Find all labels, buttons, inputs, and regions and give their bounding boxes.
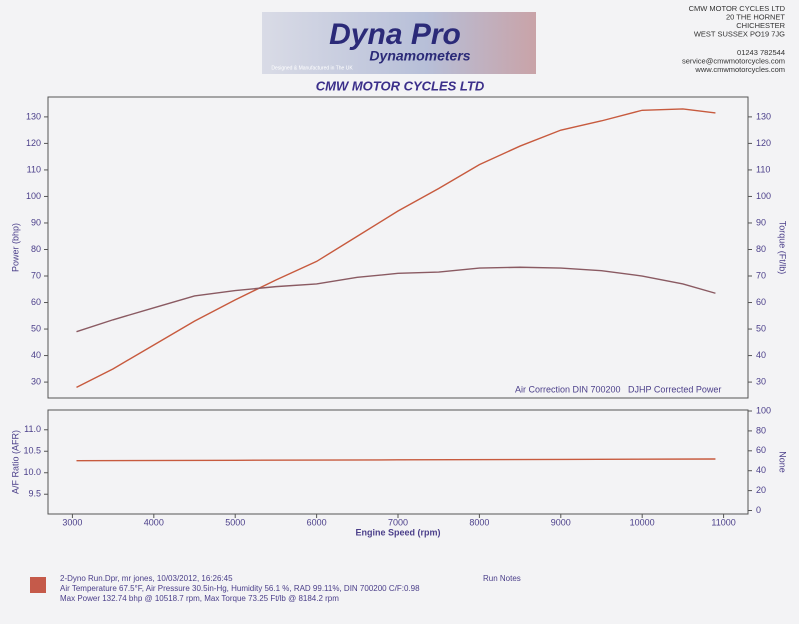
y-tick-label: 90 <box>31 217 41 227</box>
series-line <box>76 458 716 462</box>
company-line: 01243 782544 <box>737 48 785 57</box>
y2-axis-label: None <box>778 451 788 473</box>
y-tick-label: 110 <box>27 164 41 174</box>
series-line <box>76 266 716 333</box>
y2-tick-label: 60 <box>756 445 766 455</box>
y-tick-label: 60 <box>31 297 41 307</box>
logo <box>262 12 536 74</box>
y-tick-label: 80 <box>31 244 41 254</box>
y2-axis-label: Torque (Ft/lb) <box>778 221 788 275</box>
company-line: www.cmwmotorcycles.com <box>694 65 785 74</box>
plot-frame <box>47 96 749 399</box>
company-line: 20 THE HORNET <box>726 12 785 21</box>
y2-tick-label: 100 <box>756 405 771 415</box>
y2-tick-label: 40 <box>756 350 766 360</box>
run-notes: Run Notes <box>483 574 521 583</box>
y2-tick-label: 110 <box>756 164 770 174</box>
company-line: CHICHESTER <box>736 21 785 30</box>
y2-tick-label: 130 <box>756 111 771 121</box>
x-tick-label: 11000 <box>711 517 735 527</box>
x-tick-label: 7000 <box>388 517 408 527</box>
x-tick-label: 9000 <box>551 517 571 527</box>
x-tick-label: 10000 <box>630 517 655 527</box>
y2-tick-label: 100 <box>756 191 771 201</box>
y-tick-label: 10.5 <box>23 446 41 456</box>
annotation: Air Correction DIN 700200 <box>515 384 621 394</box>
y-axis-label: A/F Ratio (AFR) <box>10 430 20 494</box>
run-swatch <box>30 577 46 593</box>
y-tick-label: 70 <box>31 270 41 280</box>
x-tick-label: 3000 <box>62 517 82 527</box>
summary: Max Power 132.74 bhp @ 10518.7 rpm, Max … <box>60 594 339 603</box>
page-title: CMW MOTOR CYCLES LTD <box>316 78 485 93</box>
y2-tick-label: 20 <box>756 485 766 495</box>
y2-tick-label: 0 <box>756 505 761 515</box>
y-tick-label: 50 <box>31 323 41 333</box>
run-info: 2-Dyno Run.Dpr, mr jones, 10/03/2012, 16… <box>60 574 233 583</box>
y-tick-label: 9.5 <box>28 489 41 499</box>
y2-tick-label: 40 <box>756 465 766 475</box>
y-tick-label: 120 <box>26 138 41 148</box>
y2-tick-label: 60 <box>756 297 766 307</box>
y-tick-label: 40 <box>31 350 41 360</box>
y-tick-label: 30 <box>31 376 41 386</box>
series-line <box>76 108 716 389</box>
logo-subtitle: Dynamometers <box>369 48 470 64</box>
y-tick-label: 130 <box>26 111 41 121</box>
company-line: CMW MOTOR CYCLES LTD <box>689 4 786 13</box>
x-tick-label: 5000 <box>225 517 245 527</box>
x-tick-label: 4000 <box>144 517 164 527</box>
y-tick-label: 10.0 <box>23 467 41 477</box>
annotation: DJHP Corrected Power <box>628 384 721 394</box>
y-tick-label: 100 <box>26 191 41 201</box>
x-tick-label: 6000 <box>307 517 327 527</box>
logo-title: Dyna Pro <box>329 18 461 51</box>
y2-tick-label: 80 <box>756 244 766 254</box>
y-axis-label: Power (bhp) <box>10 223 20 272</box>
y2-tick-label: 50 <box>756 323 766 333</box>
logo-tagline: Designed & Manufactured in The UK <box>271 65 353 71</box>
y-tick-label: 11.0 <box>24 424 41 434</box>
y2-tick-label: 30 <box>756 376 766 386</box>
company-line: service@cmwmotorcycles.com <box>682 56 785 65</box>
y2-tick-label: 70 <box>756 270 766 280</box>
x-axis-label: Engine Speed (rpm) <box>355 527 440 537</box>
conditions: Air Temperature 67.5°F, Air Pressure 30.… <box>60 584 420 593</box>
plot-frame <box>47 409 749 515</box>
company-line: WEST SUSSEX PO19 7JG <box>694 29 785 38</box>
y2-tick-label: 80 <box>756 425 766 435</box>
y2-tick-label: 90 <box>756 217 766 227</box>
y2-tick-label: 120 <box>756 138 771 148</box>
x-tick-label: 8000 <box>469 517 489 527</box>
